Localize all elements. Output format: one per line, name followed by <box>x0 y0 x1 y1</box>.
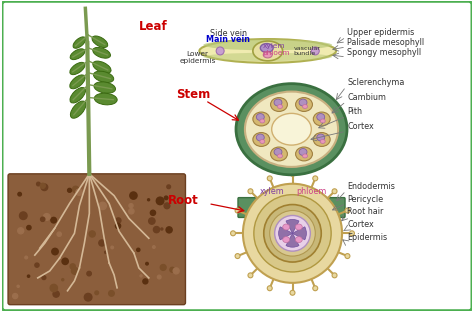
Circle shape <box>290 171 295 176</box>
Circle shape <box>313 286 318 291</box>
Circle shape <box>170 267 175 272</box>
Circle shape <box>270 211 315 256</box>
Ellipse shape <box>260 139 265 144</box>
Ellipse shape <box>317 134 325 141</box>
Text: Pericycle: Pericycle <box>347 195 383 204</box>
Text: Cortex: Cortex <box>347 122 374 131</box>
Ellipse shape <box>274 149 282 155</box>
Circle shape <box>345 254 350 259</box>
Circle shape <box>349 231 355 236</box>
Circle shape <box>128 209 134 214</box>
Wedge shape <box>286 233 299 247</box>
Text: Palisade mesophyll: Palisade mesophyll <box>347 38 424 47</box>
Circle shape <box>243 184 342 283</box>
Ellipse shape <box>302 105 308 109</box>
Circle shape <box>95 291 99 295</box>
Circle shape <box>264 205 321 262</box>
Circle shape <box>53 291 59 297</box>
Circle shape <box>313 176 318 181</box>
Ellipse shape <box>317 114 325 120</box>
Circle shape <box>143 279 148 284</box>
Circle shape <box>72 267 78 274</box>
Circle shape <box>146 262 148 265</box>
Circle shape <box>18 193 21 196</box>
Ellipse shape <box>271 98 287 111</box>
Text: phloem: phloem <box>263 50 291 56</box>
Circle shape <box>50 284 57 292</box>
Ellipse shape <box>283 224 290 230</box>
Ellipse shape <box>216 47 224 55</box>
Ellipse shape <box>302 154 308 158</box>
Text: Spongy mesophyll: Spongy mesophyll <box>347 48 421 57</box>
Circle shape <box>153 246 155 248</box>
Ellipse shape <box>70 62 85 75</box>
Ellipse shape <box>277 105 283 109</box>
Circle shape <box>332 189 337 194</box>
Circle shape <box>166 227 172 233</box>
Text: Root hair: Root hair <box>347 207 383 217</box>
Text: Lower
epidermis: Lower epidermis <box>179 51 216 64</box>
Text: phloem: phloem <box>296 187 327 196</box>
Ellipse shape <box>92 36 108 47</box>
Circle shape <box>105 251 107 253</box>
Ellipse shape <box>283 236 290 243</box>
Text: xylem: xylem <box>259 187 284 196</box>
Ellipse shape <box>253 112 270 126</box>
Circle shape <box>345 208 350 213</box>
Circle shape <box>332 273 337 278</box>
Circle shape <box>129 204 133 208</box>
Ellipse shape <box>236 84 347 175</box>
Circle shape <box>150 210 155 215</box>
Circle shape <box>89 231 95 237</box>
Text: Epidermis: Epidermis <box>347 233 387 242</box>
Circle shape <box>140 275 142 277</box>
Circle shape <box>62 258 68 265</box>
Circle shape <box>116 218 121 223</box>
Circle shape <box>27 226 31 230</box>
Circle shape <box>235 254 240 259</box>
Circle shape <box>52 248 58 255</box>
Circle shape <box>17 285 19 287</box>
Circle shape <box>267 286 272 291</box>
Ellipse shape <box>253 133 270 146</box>
Circle shape <box>167 185 171 189</box>
Circle shape <box>36 182 40 186</box>
Circle shape <box>157 275 161 279</box>
Circle shape <box>130 192 137 199</box>
Ellipse shape <box>256 134 264 141</box>
Circle shape <box>35 263 39 267</box>
Circle shape <box>111 246 113 249</box>
Circle shape <box>235 208 240 213</box>
Circle shape <box>68 188 72 192</box>
Circle shape <box>274 216 310 251</box>
FancyBboxPatch shape <box>8 174 185 305</box>
Circle shape <box>99 202 106 210</box>
Circle shape <box>160 265 166 271</box>
Ellipse shape <box>203 53 332 61</box>
Ellipse shape <box>313 133 330 146</box>
Circle shape <box>230 231 236 236</box>
Circle shape <box>27 275 30 277</box>
Ellipse shape <box>320 119 325 123</box>
Text: Endodermis: Endodermis <box>347 182 395 191</box>
Text: Cortex: Cortex <box>347 220 374 229</box>
FancyBboxPatch shape <box>238 197 345 217</box>
Ellipse shape <box>295 224 302 230</box>
Circle shape <box>42 276 46 280</box>
Ellipse shape <box>320 139 325 144</box>
Circle shape <box>70 264 75 269</box>
Ellipse shape <box>253 41 283 61</box>
Ellipse shape <box>260 119 265 123</box>
Circle shape <box>154 227 160 233</box>
Ellipse shape <box>203 40 332 50</box>
Circle shape <box>147 199 150 201</box>
Circle shape <box>149 218 155 224</box>
Ellipse shape <box>271 147 287 161</box>
Circle shape <box>164 196 168 200</box>
Text: Sclerenchyma: Sclerenchyma <box>347 78 404 87</box>
Circle shape <box>254 195 331 272</box>
Circle shape <box>84 293 92 301</box>
Ellipse shape <box>93 47 110 58</box>
Ellipse shape <box>73 37 86 48</box>
